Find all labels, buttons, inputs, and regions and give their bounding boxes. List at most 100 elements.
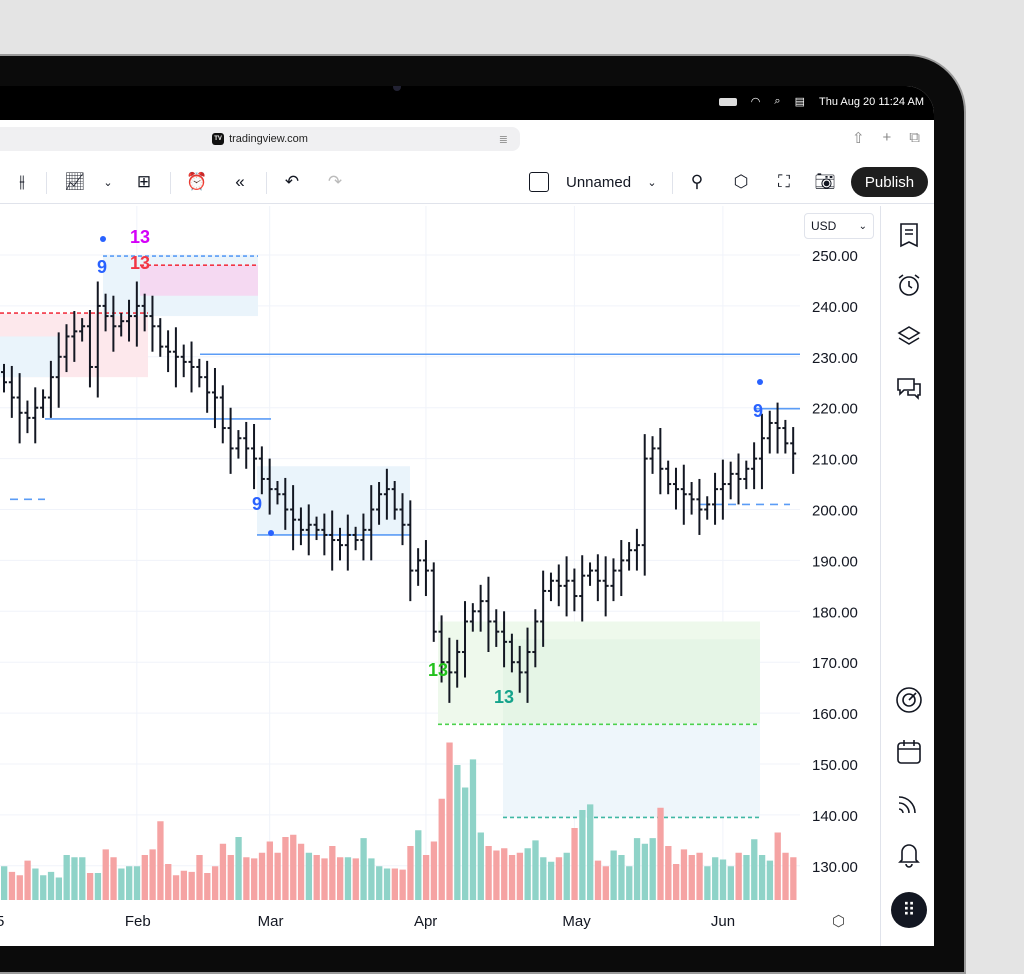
volume-bar (641, 843, 649, 900)
ohlc-bar (563, 556, 570, 617)
price-tick-label: 160.00 (812, 706, 858, 723)
volume-bar (297, 843, 305, 900)
ohlc-bar (571, 568, 578, 612)
target-icon[interactable] (895, 686, 923, 714)
ohlc-bar (180, 344, 187, 378)
address-bar[interactable]: TV tradingview.com ≣ (0, 127, 520, 151)
snapshot-camera-icon[interactable]: 📷︎ (814, 172, 836, 191)
volume-bar (40, 875, 47, 900)
price-tick-label: 200.00 (812, 503, 858, 520)
quick-search-icon[interactable]: ⚲ (690, 172, 704, 191)
calendar-icon[interactable] (895, 738, 923, 766)
currency-select[interactable]: USD ⌄ (804, 213, 874, 239)
undo-icon[interactable]: ↶ (284, 172, 300, 191)
notifications-bell-icon[interactable] (895, 840, 923, 868)
layout-name[interactable]: Unnamed (566, 173, 632, 191)
volume-bar (587, 804, 594, 900)
broadcast-icon[interactable] (895, 789, 923, 817)
volume-bar (368, 858, 375, 900)
ohlc-bar (40, 389, 47, 418)
volume-bar (204, 873, 211, 900)
ohlc-bar (235, 430, 242, 459)
browser-bar: TV tradingview.com ≣ ⇧ + ⧉ (0, 120, 934, 160)
countdown-box (140, 265, 258, 296)
volume-bar (438, 798, 445, 900)
volume-bar (469, 759, 477, 900)
ohlc-bar (71, 310, 78, 362)
alarm-clock-icon[interactable] (895, 271, 923, 299)
volume-bar (63, 855, 70, 900)
volume-bar (579, 810, 586, 900)
ohlc-bar (352, 526, 359, 551)
ohlc-bar (24, 400, 31, 434)
volume-bar (344, 857, 352, 900)
bar-style-icon[interactable]: ⫲ (19, 172, 25, 191)
publish-button[interactable]: Publish (851, 167, 928, 197)
price-chart[interactable]: 250.00 240.00 230.00 220.00 210.00 200.00 190.… (0, 206, 880, 946)
ohlc-bar (735, 453, 742, 505)
volume-bar (227, 855, 234, 900)
volume-bar (165, 864, 172, 900)
ohlc-bar (657, 428, 664, 495)
volume-bar (126, 866, 133, 900)
volume-bar (712, 857, 719, 900)
add-alert-icon[interactable]: ⏰ (186, 172, 208, 191)
volume-bar (462, 787, 469, 900)
td-sequential-label: 13 (130, 227, 150, 247)
layout-grid-icon[interactable]: ⊞ (136, 172, 152, 191)
search-icon[interactable]: ⌕ (774, 95, 781, 107)
reader-icon[interactable]: ≣ (498, 133, 508, 146)
ohlc-bar (399, 493, 406, 546)
settings-hexagon-icon[interactable]: ⬡ (733, 172, 749, 191)
tabs-icon[interactable]: ⧉ (909, 129, 920, 146)
ohlc-bar (258, 446, 265, 495)
ohlc-bar (407, 500, 414, 602)
new-tab-icon[interactable]: + (882, 129, 892, 146)
price-tick-label: 140.00 (812, 808, 858, 825)
watchlist-icon[interactable] (895, 221, 923, 249)
layers-icon[interactable] (895, 322, 923, 350)
ohlc-bar (16, 373, 23, 444)
volume-bar (24, 860, 31, 900)
volume-bar (79, 857, 86, 900)
volume-bar (594, 860, 602, 900)
ohlc-bar (516, 645, 523, 693)
time-tick-label: Feb (125, 913, 151, 930)
volume-bar (618, 855, 625, 900)
chevron-down-icon: ⌄ (858, 220, 867, 232)
volume-bar (540, 857, 547, 900)
ohlc-bar (8, 365, 15, 418)
ohlc-bar (665, 460, 672, 495)
signal-dot (268, 530, 274, 536)
volume-bar (274, 852, 281, 900)
layout-checkbox[interactable] (528, 170, 550, 194)
apps-grid-button[interactable]: ⠿ (891, 892, 927, 928)
layout-chevron-down-icon[interactable]: ⌄ (647, 176, 657, 189)
control-center-icon[interactable]: ▤ (794, 96, 805, 108)
ohlc-bar (157, 318, 164, 357)
volume-bar (282, 837, 289, 900)
volume-bar (86, 873, 94, 900)
volume-bar (555, 857, 563, 900)
ohlc-bar (79, 318, 86, 342)
chevron-down-icon[interactable]: ⌄ (103, 176, 113, 189)
ohlc-bar (774, 402, 781, 454)
ohlc-bar (165, 330, 172, 373)
volume-bar (110, 857, 117, 900)
volume-bar (290, 834, 297, 900)
chat-icon[interactable] (895, 374, 923, 402)
replay-icon[interactable]: « (235, 172, 245, 191)
volume-bar (672, 864, 680, 900)
fullscreen-icon[interactable]: ⛶ (778, 172, 790, 191)
ohlc-bar (1, 363, 7, 393)
volume-bar (743, 855, 750, 900)
time-tick-label: Mar (258, 913, 284, 930)
ohlc-bar (305, 504, 312, 556)
ohlc-bar (282, 477, 289, 530)
chart-settings-icon[interactable]: ⬡ (832, 913, 846, 930)
url-text: tradingview.com (229, 133, 308, 145)
volume-bar (8, 871, 16, 900)
indicators-icon[interactable]: 📈︎ (64, 172, 86, 191)
share-icon[interactable]: ⇧ (851, 130, 865, 147)
volume-bar (415, 830, 422, 900)
